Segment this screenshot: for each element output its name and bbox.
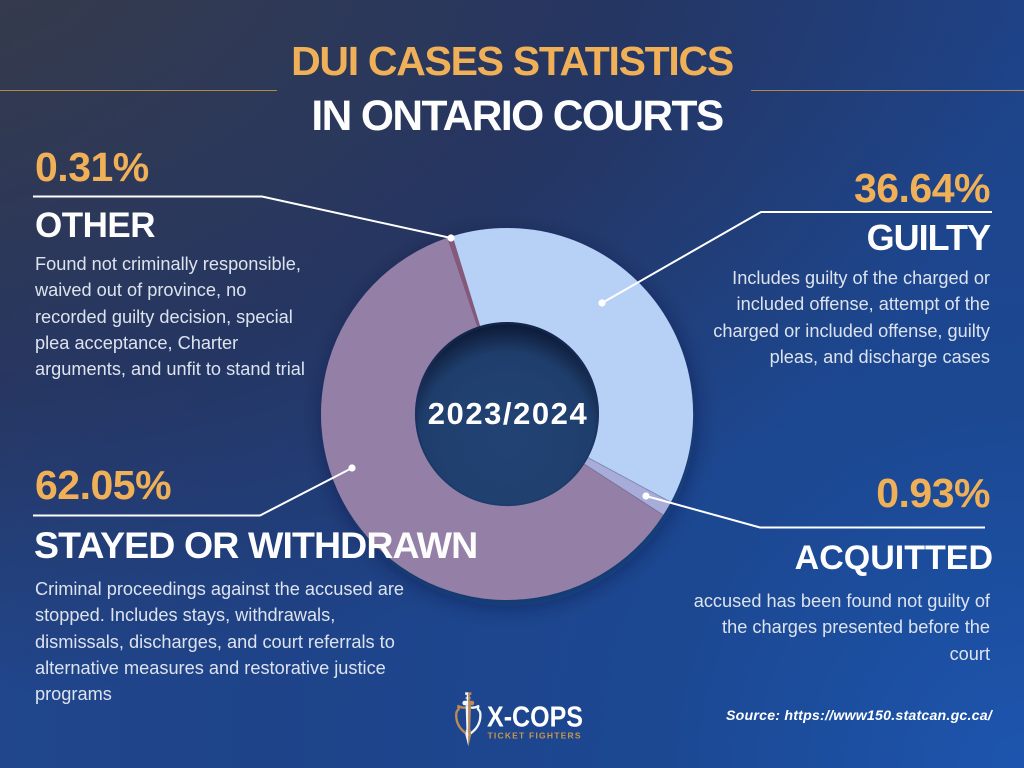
svg-text:TICKET FIGHTERS: TICKET FIGHTERS — [488, 731, 581, 741]
svg-text:X-COPS: X-COPS — [487, 702, 583, 734]
